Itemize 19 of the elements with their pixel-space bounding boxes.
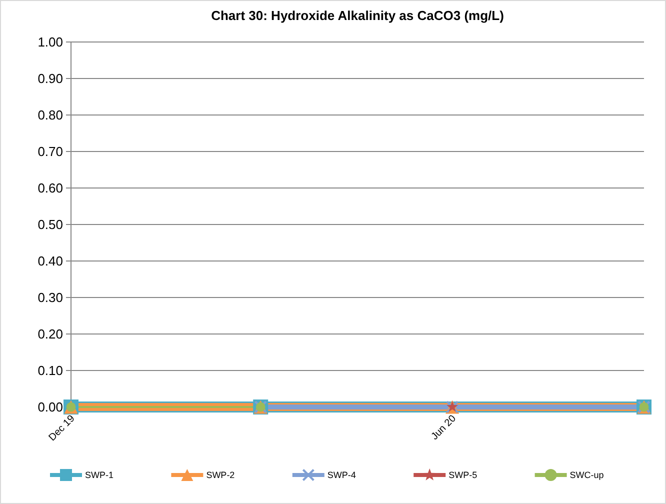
x-tick-label: Dec 19 <box>46 413 78 444</box>
legend-label: SWP-4 <box>327 470 356 480</box>
y-tick-label: 0.50 <box>38 217 63 232</box>
y-tick-label: 0.10 <box>38 363 63 378</box>
y-tick-label: 0.20 <box>38 326 63 342</box>
y-tick-label: 0.60 <box>38 180 63 196</box>
y-tick-label: 1.00 <box>38 34 63 50</box>
y-tick-label: 0.90 <box>38 71 63 86</box>
chart-title: Chart 30: Hydroxide Alkalinity as CaCO3 (mg/L) <box>211 8 504 23</box>
legend-label: SWC-up <box>570 470 604 480</box>
x-tick-label: Jun 20 <box>429 413 459 442</box>
legend-label: SWP-1 <box>85 470 114 480</box>
legend-label: SWP-2 <box>206 470 235 480</box>
y-tick-label: 0.30 <box>38 290 63 306</box>
y-tick-label: 0.80 <box>38 108 63 123</box>
legend-label: SWP-5 <box>448 470 478 480</box>
y-tick-label: 0.00 <box>38 400 63 415</box>
y-tick-label: 0.70 <box>38 144 63 160</box>
y-tick-label: 0.40 <box>38 254 63 269</box>
